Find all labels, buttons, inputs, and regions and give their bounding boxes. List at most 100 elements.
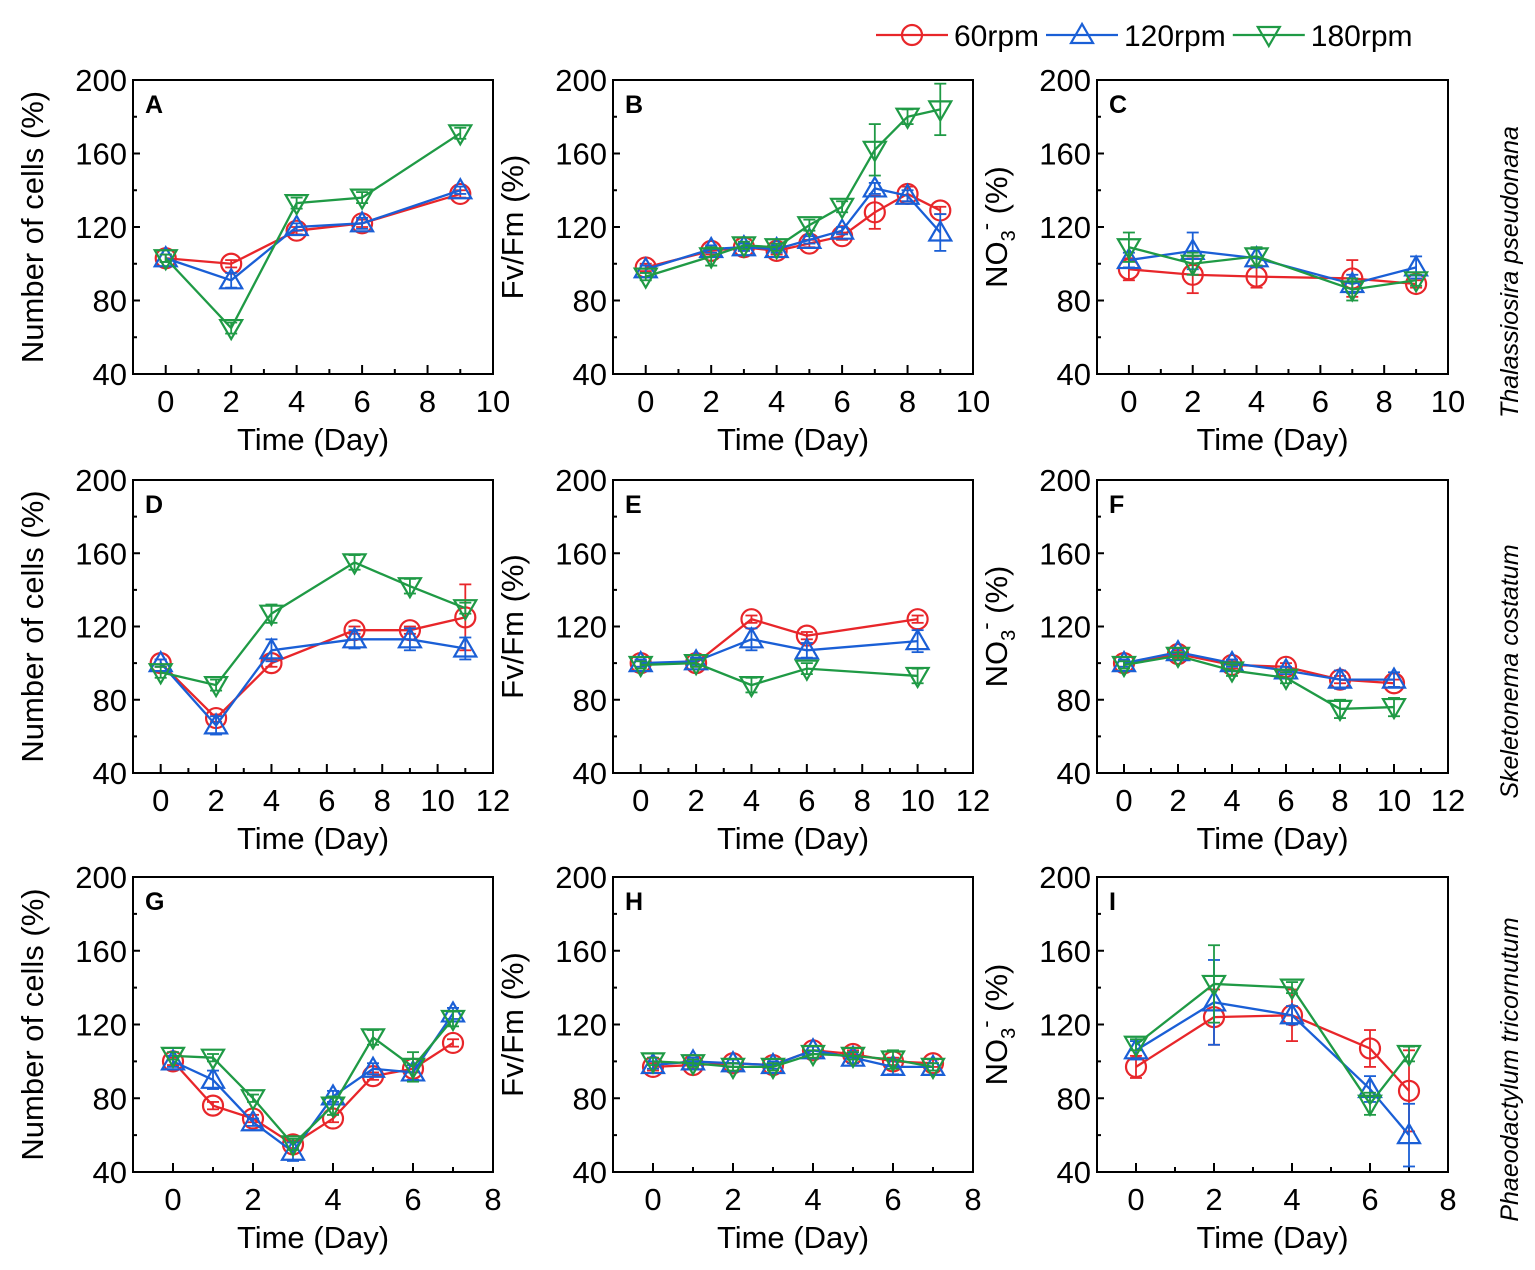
data-point — [218, 318, 245, 342]
data-point — [240, 1089, 266, 1112]
x-tick-label: 4 — [324, 1182, 341, 1217]
y-tick-label: 80 — [93, 1081, 127, 1116]
x-tick-label: 8 — [419, 384, 436, 419]
data-point — [1358, 1037, 1382, 1060]
data-point — [793, 637, 820, 660]
y-tick-label: 200 — [555, 463, 607, 498]
x-axis: 0 2 4 6 8 10 — [157, 365, 510, 419]
x-tick-label: 4 — [743, 783, 760, 818]
data-point — [240, 1109, 266, 1132]
data-point — [203, 675, 229, 699]
data-point — [280, 1135, 306, 1158]
data-point — [200, 1048, 226, 1071]
data-point — [283, 194, 310, 217]
series-120rpm — [632, 175, 954, 279]
y-axis-label: Number of cells (%) — [15, 888, 50, 1160]
plot-frame — [1096, 876, 1449, 1173]
data-point — [683, 654, 709, 677]
x-axis: 0 2 4 6 8 — [644, 1163, 982, 1217]
data-point — [698, 247, 725, 270]
data-point — [360, 1028, 386, 1051]
x-axis-label: Time (Day) — [1196, 422, 1348, 457]
data-point — [452, 635, 479, 658]
series-180rpm — [160, 1009, 466, 1158]
data-point — [400, 1057, 426, 1081]
series-line — [1135, 982, 1410, 1106]
x-tick-label: 8 — [1439, 1182, 1456, 1217]
legend-label: 120rpm — [1124, 20, 1226, 53]
series-line — [160, 561, 466, 687]
data-point — [763, 238, 790, 261]
panel-letter: I — [1109, 888, 1116, 916]
data-point — [1219, 661, 1245, 684]
series-line — [165, 189, 461, 282]
data-point — [1339, 280, 1366, 303]
y-axis: 40 80 120 160 200 — [1039, 463, 1104, 791]
series-180rpm — [1111, 646, 1407, 723]
series-line — [1135, 1001, 1410, 1136]
y-tick-label: 200 — [555, 860, 607, 895]
x-tick-label: 8 — [1331, 783, 1348, 818]
y-tick-label: 200 — [1039, 463, 1091, 498]
data-point — [1116, 238, 1142, 261]
x-tick-label: 6 — [1312, 384, 1329, 419]
data-point — [1396, 1121, 1422, 1145]
data-point — [920, 1057, 946, 1081]
x-tick-label: 2 — [1205, 1182, 1222, 1217]
x-tick-label: 2 — [703, 384, 720, 419]
data-point — [627, 655, 654, 679]
x-tick-label: 10 — [1377, 783, 1411, 818]
y-tick-label: 120 — [555, 610, 607, 645]
x-tick-label: 4 — [1248, 384, 1265, 419]
data-point — [200, 1066, 226, 1089]
series-line — [640, 661, 918, 687]
data-point — [1327, 666, 1353, 689]
x-tick-label: 10 — [420, 783, 454, 818]
data-point — [904, 627, 931, 651]
x-tick-label: 8 — [964, 1182, 981, 1217]
y-tick-label: 40 — [1057, 1155, 1091, 1190]
series-line — [640, 617, 918, 665]
y-tick-label: 200 — [1039, 860, 1091, 895]
legend-entry: 60rpm — [876, 20, 1039, 53]
data-point — [1243, 247, 1270, 270]
panel-letter: A — [145, 91, 163, 119]
y-tick-label: 160 — [75, 934, 127, 969]
x-tick-label: 4 — [1283, 1182, 1300, 1217]
x-tick-label: 2 — [244, 1182, 261, 1217]
series-line — [1128, 249, 1417, 286]
x-tick-label: 8 — [374, 783, 391, 818]
series-60rpm — [161, 1031, 465, 1156]
x-axis-label: Time (Day) — [717, 422, 869, 457]
y-tick-label: 120 — [555, 1008, 607, 1043]
series-line — [164, 132, 461, 331]
series-180rpm — [152, 124, 474, 342]
series-60rpm — [634, 182, 952, 279]
data-point — [1396, 1044, 1422, 1068]
data-point — [1179, 254, 1206, 277]
panel-e: 40 80 120 160 200 0 2 4 6 8 10 12 Time (Day) Fv/Fm (%… — [495, 463, 990, 856]
x-tick-label: 0 — [1115, 783, 1132, 818]
x-tick-label: 8 — [1376, 384, 1393, 419]
data-point — [1397, 1079, 1421, 1102]
x-tick-label: 10 — [476, 384, 510, 419]
y-tick-label: 160 — [555, 137, 607, 172]
panel-d: 40 80 120 160 200 0 2 4 6 8 10 12 Time (Day) Number o… — [15, 463, 510, 856]
data-point — [1273, 668, 1299, 691]
plot-frame — [612, 876, 974, 1173]
x-tick-label: 6 — [833, 384, 850, 419]
x-tick-label: 0 — [157, 384, 174, 419]
series-line — [645, 108, 941, 278]
y-axis-label: Number of cells (%) — [15, 91, 50, 363]
y-tick-label: 120 — [1039, 1008, 1091, 1043]
y-tick-label: 80 — [1057, 1081, 1091, 1116]
x-axis-label: Time (Day) — [237, 1220, 389, 1255]
panel-letter: D — [145, 491, 163, 519]
data-point — [1279, 978, 1305, 1001]
y-tick-label: 200 — [75, 63, 127, 98]
panel-g: 40 80 120 160 200 0 2 4 6 8 Time (Day) Number of ce… — [15, 860, 502, 1255]
y-tick-label: 120 — [75, 610, 127, 645]
row-label: Phaeodactylum tricornutum — [1496, 917, 1524, 1221]
data-point — [397, 577, 423, 600]
legend: 60rpm 120rpm 180rpm — [876, 20, 1413, 53]
